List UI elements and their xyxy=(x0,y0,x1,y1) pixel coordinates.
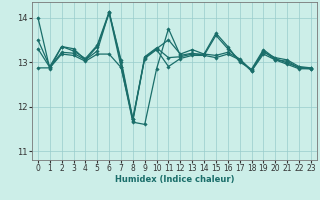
X-axis label: Humidex (Indice chaleur): Humidex (Indice chaleur) xyxy=(115,175,234,184)
